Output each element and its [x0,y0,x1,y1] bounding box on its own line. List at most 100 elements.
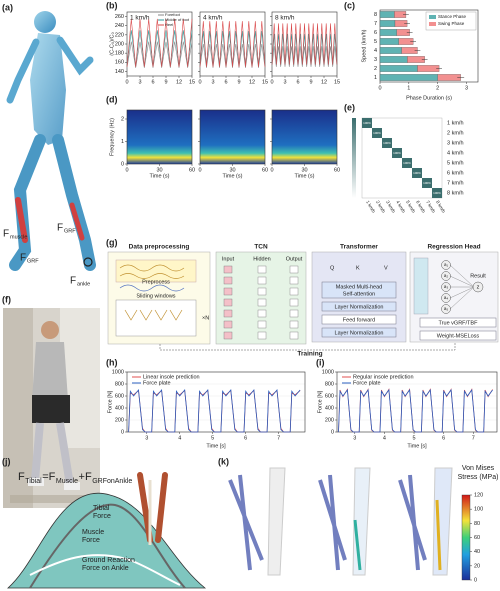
force-label: Force [93,513,111,520]
x-axis-label: Time [s] [407,443,427,449]
panel-label: (e) [344,102,355,112]
legend-label: Force plate [143,380,171,386]
x-tick-label: 15 [262,79,268,85]
data-line [338,388,493,433]
spectrogram [127,110,192,164]
x-axis-label: Time (s) [223,173,243,179]
x-axis-label: Time (s) [150,173,170,179]
y-tick-label: 260 [115,14,124,20]
matrix-cell [362,118,372,128]
tcn-node [257,309,267,318]
y-tick-label: 3 [374,57,377,63]
panel-label: (j) [2,456,11,466]
bar [379,20,396,27]
x-tick-label: 30 [229,167,235,173]
x-tick-label: 4 [383,435,386,441]
tcn-node [289,287,299,296]
tcn-node [289,309,299,318]
y-axis-label: Force [N] [107,390,113,413]
x-tick-label: 5 [211,435,214,441]
x-tick-label: 6 [296,79,299,85]
tcn-node [289,331,299,340]
y-tick-label: 800 [115,381,124,387]
x-axis-label: Time [s] [206,443,226,449]
x-tick-label: 9 [237,79,240,85]
output-label: z [477,284,480,290]
colorbar-tick-label: 40 [474,549,480,555]
output-node [472,281,484,293]
x-tick-label: 2 [436,85,439,91]
tcn-node [289,320,299,329]
cell-label: 100% [403,161,411,165]
training-label: Training [297,351,322,358]
node-label: a₁ [444,262,449,267]
row-label: 5 km/h [447,160,464,166]
y-tick-label: 7 [374,21,377,27]
panel-label: (d) [106,94,118,104]
layer-label: Input [222,256,235,262]
force-label: F [20,253,26,264]
legend-box [425,11,477,31]
tcn-node [223,276,233,285]
x-tick-label: 3 [211,79,214,85]
bar [379,38,399,45]
force-label: Muscle [82,529,104,536]
x-tick-label: 3 [145,435,148,441]
layer-label: Output [286,256,303,262]
row-label: 4 km/h [447,150,464,156]
formula-subscript: GRFonAnkle [92,478,132,485]
bar [379,65,418,72]
cell-label: 100% [423,181,431,185]
y-tick-label: 1000 [322,369,334,375]
bar [379,56,408,63]
y-tick-label: 160 [115,60,124,66]
legend-label: Force plate [353,380,381,386]
x-tick-label: 30 [301,167,307,173]
column-label: 3 km/h [385,200,396,215]
connector [449,286,475,299]
head-node [441,260,451,270]
matrix-cell [412,168,422,178]
bone-models [228,467,453,576]
x-tick-label: 6 [224,79,227,85]
x-tick-label: 60 [334,167,340,173]
cell-label: 100% [383,141,391,145]
colorbar-tick-label: 100 [474,507,483,513]
subplot-title: 8 km/h [275,15,295,22]
plot-frame [379,9,479,83]
tcn-node [257,265,267,274]
formula-subscript: Tibial [25,478,42,485]
spectrogram [272,110,337,164]
tcn-node [223,287,233,296]
panel-label: (f) [2,294,11,304]
force-label: Force on Ankle [82,565,129,572]
x-tick-label: 5 [413,435,416,441]
x-tick-label: 3 [465,85,468,91]
data-line [128,389,301,433]
runner-illustration [6,11,96,271]
x-tick-label: 0 [125,79,128,85]
block-label: Layer Normalization [335,304,384,310]
row-label: 2 km/h [447,130,464,136]
x-tick-label: 6 [151,79,154,85]
y-tick-label: 600 [325,393,334,399]
tcn-node [289,298,299,307]
y-tick-label: 800 [325,381,334,387]
bar [417,65,440,72]
section-title: Data preprocessing [129,244,190,251]
bar [379,29,397,36]
tcn-node [289,265,299,274]
y-tick-label: 4 [374,48,377,54]
result-label: Result [470,273,486,279]
x-tick-label: 3 [283,79,286,85]
force-subscript: ankle [77,281,90,287]
x-tick-label: 0 [270,167,273,173]
column-label: 7 km/h [425,200,436,215]
y-tick-label: 1 [374,75,377,81]
column-label: 5 km/h [405,200,416,215]
column-label: 8 km/h [435,200,446,215]
tcn-node [223,298,233,307]
y-tick-label: 0 [121,161,124,167]
y-tick-label: 400 [115,405,124,411]
cell-label: 100% [363,121,371,125]
